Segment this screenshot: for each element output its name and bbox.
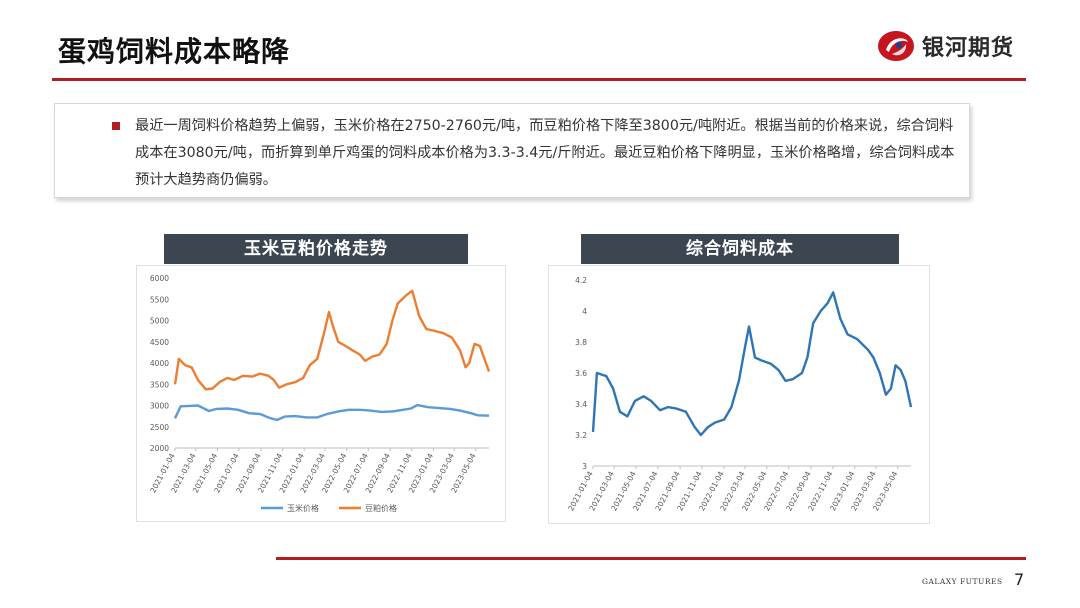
bullet-marker: [112, 122, 120, 130]
y-tick-label: 4: [582, 307, 587, 316]
y-tick-label: 4500: [150, 338, 169, 347]
y-tick-label: 3.8: [575, 338, 587, 347]
header-divider: [52, 78, 1026, 81]
logo-text: 银河期货: [922, 36, 1015, 61]
summary-text: 最近一周饲料价格趋势上偏弱，玉米价格在2750-2760元/吨，而豆粕价格下降至…: [135, 118, 955, 188]
page-title: 蛋鸡饲料成本略降: [58, 35, 291, 68]
galaxy-logo-icon: [878, 31, 914, 61]
footer-divider: [276, 557, 1026, 560]
footer-brand: GALAXY FUTURES: [922, 577, 1003, 586]
y-tick-label: 3.2: [575, 431, 587, 440]
y-tick-label: 3000: [150, 402, 169, 411]
y-tick-label: 2500: [150, 423, 169, 432]
legend-label-0: 玉米价格: [287, 503, 319, 513]
y-tick-label: 4000: [150, 359, 169, 368]
y-tick-label: 6000: [150, 274, 169, 283]
y-tick-label: 3500: [150, 380, 169, 389]
brand-logo: 银河期货: [876, 26, 1036, 66]
legend-label-1: 豆粕价格: [365, 503, 397, 513]
chart-frame-feed-cost: 3 3.2 3.4 3.6 3.8 4 4.2 2021-01-04 2021-03-04 202…: [548, 265, 930, 524]
y-tick-label: 3.6: [575, 369, 587, 378]
chart-title-feed-cost: 综合饲料成本: [581, 234, 899, 264]
y-tick-label: 5000: [150, 317, 169, 326]
page-number: 7: [1014, 570, 1025, 589]
y-tick-label: 4.2: [575, 276, 587, 285]
corn-soymeal-price-chart: 2000250030003500400045005000550060002021…: [148, 274, 491, 513]
summary-box: 最近一周饲料价格趋势上偏弱，玉米价格在2750-2760元/吨，而豆粕价格下降至…: [54, 103, 970, 198]
feed-cost-chart: 33.23.43.63.844.22021-01-042021-03-04202…: [566, 276, 913, 512]
series-line-0: [591, 291, 913, 437]
chart-frame-corn-soymeal: 2000 2500 3000 3500 4000 4500 5000 5500 6000 2021…: [136, 265, 506, 522]
y-tick-label: 3: [582, 462, 587, 471]
series-line-1: [173, 289, 491, 391]
y-tick-label: 5500: [150, 295, 169, 304]
y-tick-label: 3.4: [575, 400, 587, 409]
y-tick-label: 2000: [150, 444, 169, 453]
series-line-0: [173, 403, 490, 422]
chart-title-corn-soymeal: 玉米豆粕价格走势: [164, 234, 468, 264]
